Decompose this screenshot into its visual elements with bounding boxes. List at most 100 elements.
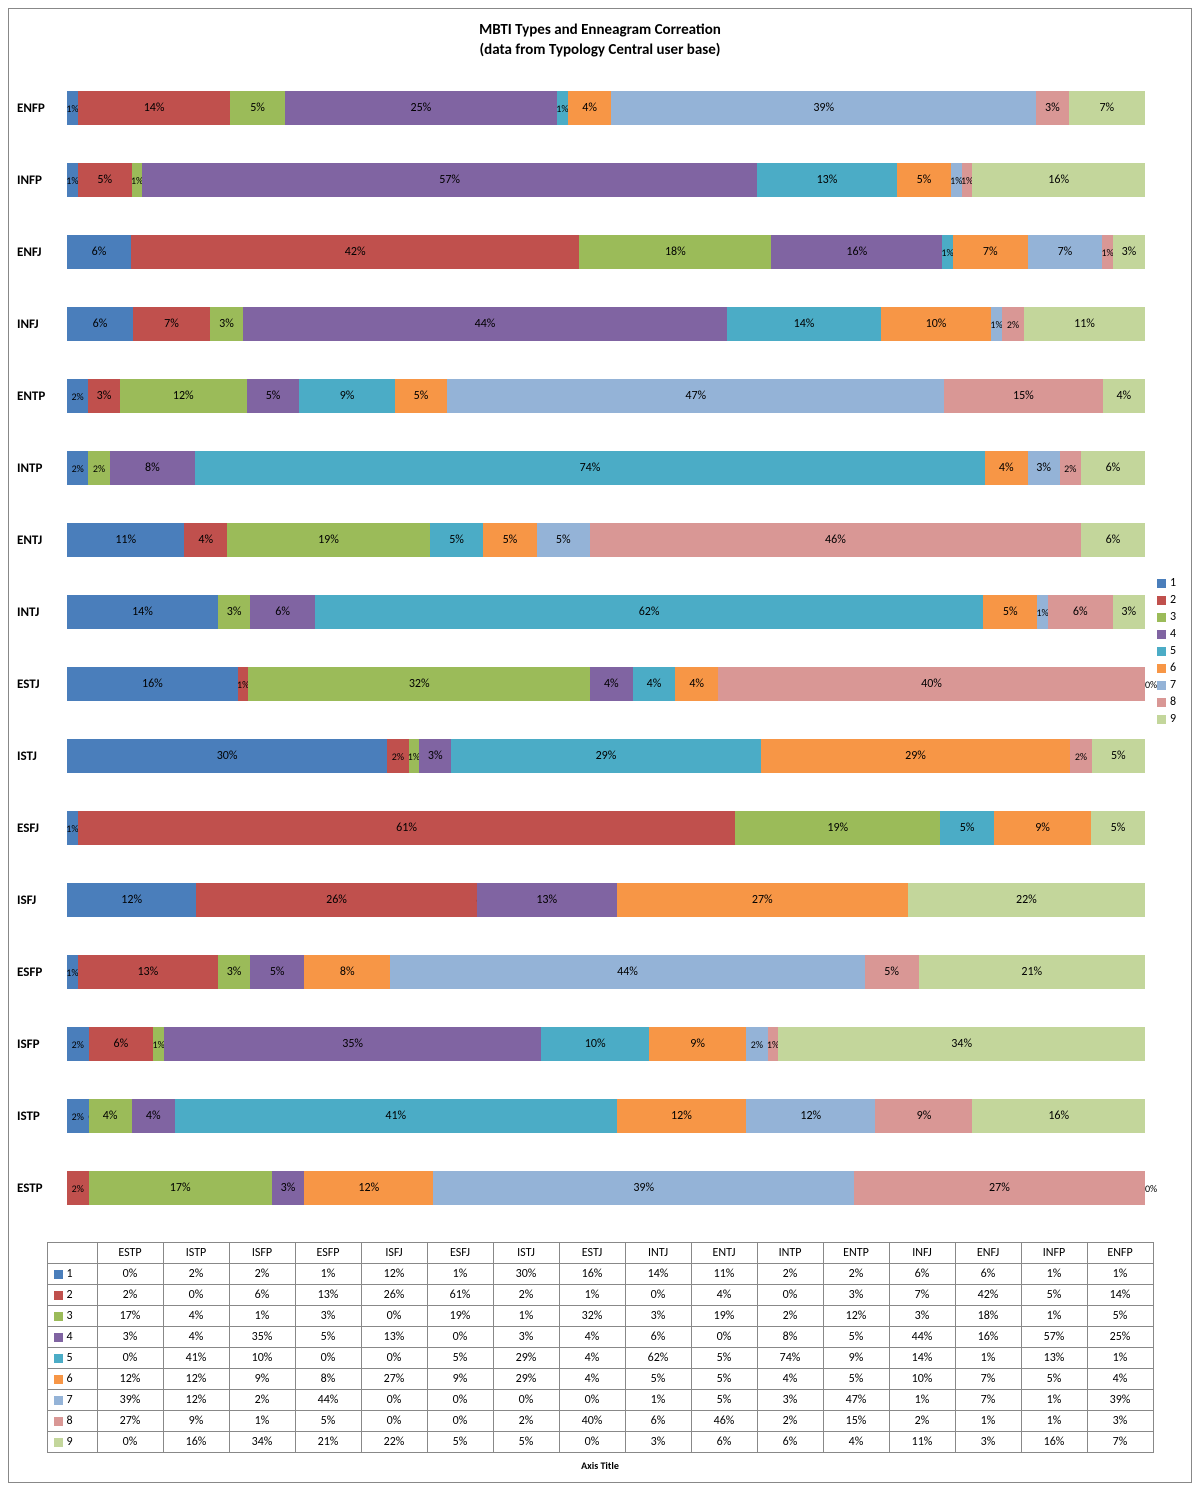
segment-value-label: 26% (326, 893, 347, 907)
table-col-header: ISFJ (361, 1243, 427, 1264)
table-cell: 16% (955, 1327, 1021, 1348)
bar-segment: 13% (477, 883, 617, 917)
segment-value-label: 34% (951, 1037, 972, 1051)
table-cell: 7% (955, 1369, 1021, 1390)
segment-value-label: 3% (1045, 101, 1060, 115)
bar-segment: 3% (1028, 451, 1060, 485)
bar-segment: 5% (1091, 811, 1145, 845)
bar-segment: 62% (315, 595, 983, 629)
segment-value-label: 47% (685, 389, 706, 403)
table-row: 22%0%6%13%26%61%2%1%0%4%0%3%7%42%5%14% (47, 1285, 1153, 1306)
table-cell: 42% (955, 1285, 1021, 1306)
segment-value-label: 5% (503, 533, 518, 547)
segment-value-label: 19% (318, 533, 339, 547)
table-cell: 4% (823, 1432, 889, 1453)
segment-value-label: 4% (198, 533, 213, 547)
table-cell: 5% (691, 1390, 757, 1411)
bar-segment: 2% (1070, 739, 1091, 773)
table-cell: 0% (97, 1348, 163, 1369)
segment-value-label: 2% (71, 390, 83, 403)
segment-value-label: 1% (66, 822, 78, 835)
bar-category-label: ISFJ (17, 893, 67, 908)
table-cell: 4% (1087, 1369, 1153, 1390)
stacked-bar: 6%7%3%44%14%10%1%2%11% (67, 307, 1145, 341)
segment-value-label: 2% (1007, 318, 1019, 331)
segment-value-label: 2% (72, 1038, 84, 1051)
table-cell: 2% (757, 1411, 823, 1432)
segment-value-label: 6% (92, 245, 107, 259)
segment-value-label: 21% (1021, 965, 1042, 979)
table-cell: 0% (361, 1348, 427, 1369)
chart-title: MBTI Types and Enneagram Correation (dat… (9, 9, 1191, 64)
table-cell: 1% (1021, 1390, 1087, 1411)
table-cell: 29% (493, 1369, 559, 1390)
bar-category-label: ENTJ (17, 533, 67, 548)
table-cell: 2% (889, 1411, 955, 1432)
table-series-label: 4 (67, 1330, 73, 1344)
table-cell: 2% (163, 1264, 229, 1285)
bar-segment: 32% (248, 667, 590, 701)
table-row: 50%41%10%0%0%5%29%4%62%5%74%9%14%1%13%1% (47, 1348, 1153, 1369)
bar-segment: 3% (1113, 235, 1145, 269)
table-cell: 25% (1087, 1327, 1153, 1348)
segment-value-label: 5% (1111, 749, 1126, 763)
segment-value-label: 19% (827, 821, 848, 835)
bar-row: ESTP0%2%17%3%0%12%39%27%0% (17, 1158, 1145, 1218)
table-cell: 3% (493, 1327, 559, 1348)
segment-value-label: 3% (1121, 605, 1136, 619)
bar-segment: 6% (250, 595, 315, 629)
table-row: 317%4%1%3%0%19%1%32%3%19%2%12%3%18%1%5% (47, 1306, 1153, 1327)
segment-value-label: 12% (800, 1109, 821, 1123)
table-col-header: ESFP (295, 1243, 361, 1264)
table-col-header: ISFP (229, 1243, 295, 1264)
bar-segment: 39% (611, 91, 1036, 125)
table-cell: 1% (955, 1348, 1021, 1369)
stacked-bar: 14%0%3%6%62%5%1%6%3% (67, 595, 1145, 629)
bar-segment: 4% (184, 523, 227, 557)
table-cell: 2% (97, 1285, 163, 1306)
segment-value-label: 9% (917, 1109, 932, 1123)
table-col-header: INTP (757, 1243, 823, 1264)
segment-value-label: 9% (1035, 821, 1050, 835)
bar-category-label: ESFP (17, 965, 67, 980)
bar-segment: 9% (875, 1099, 972, 1133)
table-cell: 12% (97, 1369, 163, 1390)
bar-segment: 1% (238, 667, 249, 701)
bar-row: INFP1%5%1%57%13%5%1%1%16% (17, 150, 1145, 210)
segment-value-label: 5% (960, 821, 975, 835)
table-cell: 0% (97, 1432, 163, 1453)
bar-segment: 7% (133, 307, 210, 341)
segment-value-label: 6% (93, 317, 108, 331)
bar-segment: 5% (865, 955, 919, 989)
bar-segment: 3% (218, 955, 250, 989)
bar-category-label: ENFJ (17, 245, 67, 260)
table-cell: 47% (823, 1390, 889, 1411)
segment-value-label: 2% (72, 462, 84, 475)
bar-segment: 9% (299, 379, 394, 413)
segment-value-label: 3% (97, 389, 112, 403)
stacked-bar: 1%14%5%25%1%4%39%3%7% (67, 91, 1145, 125)
table-swatch (54, 1312, 63, 1321)
table-cell: 2% (229, 1390, 295, 1411)
table-col-header: ENFJ (955, 1243, 1021, 1264)
table-swatch (54, 1417, 63, 1426)
bar-segment: 1% (67, 163, 78, 197)
bar-category-label: ENTP (17, 389, 67, 404)
table-cell: 46% (691, 1411, 757, 1432)
segment-value-label: 9% (340, 389, 355, 403)
table-cell: 5% (1021, 1369, 1087, 1390)
bar-segment: 5% (940, 811, 994, 845)
segment-value-label: 6% (1106, 461, 1121, 475)
table-cell: 0% (691, 1327, 757, 1348)
legend-item: 8 (1157, 695, 1187, 709)
segment-value-label: 8% (145, 461, 160, 475)
table-cell: 21% (295, 1432, 361, 1453)
table-cell: 8% (295, 1369, 361, 1390)
bar-segment: 6% (1081, 451, 1145, 485)
legend-item: 7 (1157, 678, 1187, 692)
table-series-label: 7 (67, 1393, 73, 1407)
bar-row: ESFJ1%61%19%0%5%9%0%0%5% (17, 798, 1145, 858)
segment-value-label: 11% (1074, 317, 1095, 331)
table-cell: 13% (361, 1327, 427, 1348)
table-series-label: 3 (67, 1309, 73, 1323)
